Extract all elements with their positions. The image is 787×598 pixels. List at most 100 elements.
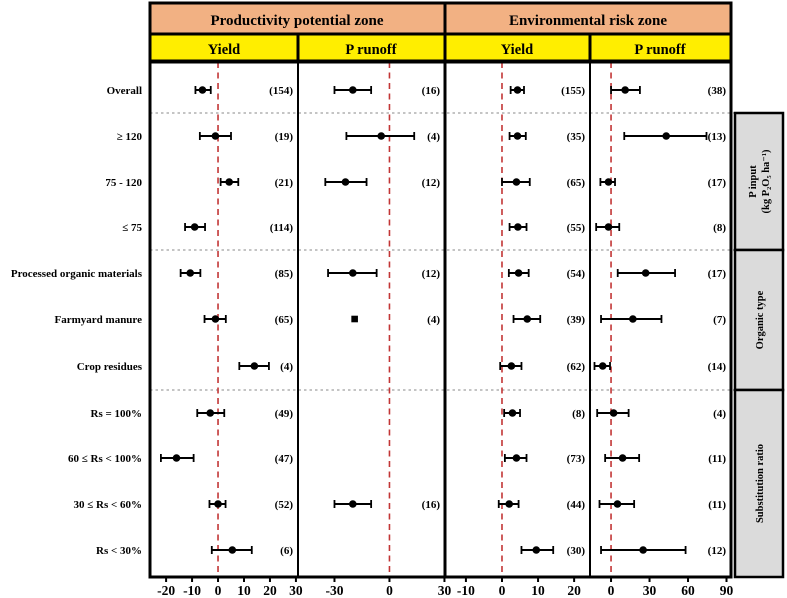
plot-content-layer: Overall ≥ 120 75 - 120 ≤ 75 Processed organi… <box>11 60 785 598</box>
data-point <box>513 132 522 140</box>
data-point <box>598 362 607 370</box>
data-point <box>341 178 350 186</box>
data-point <box>349 86 357 94</box>
data-point <box>250 362 259 370</box>
sample-count: (38) <box>708 85 727 97</box>
data-point <box>609 409 618 417</box>
data-point <box>508 409 517 417</box>
data-point <box>505 500 514 508</box>
sample-count: (12) <box>422 268 441 280</box>
axis-tick-label: 0 <box>608 583 615 598</box>
axis-tick-label: 20 <box>567 583 581 598</box>
row-label: Rs < 30% <box>96 545 142 557</box>
axis-tick-label: 30 <box>643 583 657 598</box>
data-point <box>514 269 523 277</box>
data-point <box>523 315 532 323</box>
data-point <box>206 409 215 417</box>
axis-tick-label: 60 <box>681 583 695 598</box>
data-point <box>190 223 199 231</box>
axis-tick-label: 10 <box>531 583 545 598</box>
sample-count: (19) <box>275 131 294 143</box>
sample-count: (12) <box>422 177 441 189</box>
sample-count: (54) <box>567 268 586 280</box>
sample-count: (65) <box>275 314 294 326</box>
sample-count: (17) <box>708 268 727 280</box>
row-label: ≥ 120 <box>117 131 143 143</box>
sample-count: (65) <box>567 177 586 189</box>
data-point <box>349 500 357 508</box>
data-point <box>641 269 650 277</box>
axis-tick-label: -30 <box>325 583 343 598</box>
data-point <box>186 269 195 277</box>
data-point <box>211 315 220 323</box>
axis-tick-label: -10 <box>457 583 475 598</box>
sample-count: (7) <box>713 314 726 326</box>
sample-count: (55) <box>567 222 586 234</box>
sample-count: (39) <box>567 314 586 326</box>
sample-count: (4) <box>427 314 440 326</box>
axis-tick-label: 0 <box>386 583 393 598</box>
axis-tick-label: 30 <box>289 583 303 598</box>
measure-header-bg-4 <box>588 32 733 63</box>
sample-count: (13) <box>708 131 727 143</box>
sample-count: (14) <box>708 361 727 373</box>
sample-count: (35) <box>567 131 586 143</box>
data-point <box>639 546 647 554</box>
sample-count: (30) <box>567 545 586 557</box>
data-point <box>507 362 516 370</box>
data-point <box>225 178 233 186</box>
measure-header-3: Yield <box>501 42 534 58</box>
sample-count: (16) <box>422 85 441 97</box>
data-point <box>228 546 237 554</box>
sample-count: (4) <box>280 361 293 373</box>
sample-count: (62) <box>567 361 586 373</box>
row-label: Overall <box>107 85 142 97</box>
data-point <box>604 178 613 186</box>
row-label: ≤ 75 <box>122 222 142 234</box>
category-box <box>733 388 785 579</box>
data-point <box>618 454 627 462</box>
axis-tick-label: 0 <box>215 583 222 598</box>
data-point <box>532 546 541 554</box>
row-label: Rs = 100% <box>91 408 143 420</box>
sample-count: (47) <box>275 453 294 465</box>
row-label: Crop residues <box>77 361 143 373</box>
measure-header-2: P runoff <box>345 42 396 58</box>
sample-count: (4) <box>427 131 440 143</box>
zone-header-right-title: Environmental risk zone <box>509 13 667 29</box>
data-point-square <box>351 315 358 323</box>
sample-count: (11) <box>708 499 726 511</box>
data-point <box>514 223 522 231</box>
data-point <box>214 500 222 508</box>
measure-header-1: Yield <box>208 42 241 58</box>
sample-count: (114) <box>270 222 294 234</box>
sample-count: (11) <box>708 453 726 465</box>
axis-tick-label: -10 <box>183 583 201 598</box>
data-point <box>512 454 521 462</box>
category-label: Substitution ratio <box>755 444 766 523</box>
data-point <box>613 500 622 508</box>
axis-tick-label: 0 <box>499 583 506 598</box>
data-point <box>604 223 613 231</box>
zone-header-left-title: Productivity potential zone <box>210 13 383 29</box>
row-label: Processed organic materials <box>11 268 143 280</box>
sample-count: (154) <box>269 85 293 97</box>
sample-count: (12) <box>708 545 727 557</box>
data-point <box>662 132 671 140</box>
sample-count: (44) <box>567 499 586 511</box>
category-label: Organic type <box>755 290 766 349</box>
axis-tick-label: 20 <box>263 583 277 598</box>
axis-tick-label: 30 <box>438 583 452 598</box>
sample-count: (21) <box>275 177 294 189</box>
data-point <box>377 132 386 140</box>
data-point <box>629 315 637 323</box>
plot-outer-border <box>148 60 733 579</box>
data-point <box>211 132 220 140</box>
row-label: 30 ≤ Rs < 60% <box>73 499 142 511</box>
sample-count: (8) <box>572 408 585 420</box>
data-point <box>513 86 522 94</box>
sample-count: (6) <box>280 545 293 557</box>
sample-count: (85) <box>275 268 294 280</box>
